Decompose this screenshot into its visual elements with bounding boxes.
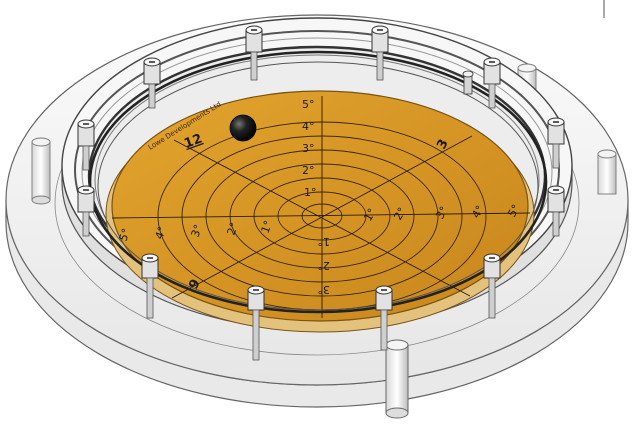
ring-label-up-2: 2° [302,164,315,177]
ring-label-right-2: 2° [391,205,409,222]
ring-label-down-1: 1° [318,235,331,248]
ring-label-down-2: 2° [318,259,331,272]
screw-icon [462,70,474,95]
ring-label-up-4: 4° [302,120,315,133]
pillar-icon [385,339,409,419]
level-dial: 1° 2° 3° 4° 5° 1° 2° 3° 4° 5° 1° 2° 3° 4… [105,90,535,333]
ring-label-left-4: 4° [153,225,169,241]
ball-bubble-icon [229,114,257,142]
bolt-icon [141,253,159,319]
ring-label-left-1: 1° [259,219,275,235]
ring-label-right-1: 1° [361,206,379,223]
bolt-icon [483,253,501,319]
bolt-icon [547,185,565,237]
bolt-icon [143,57,161,109]
pillar-icon [597,149,617,195]
ring-label-up-5: 5° [302,98,315,111]
bolt-icon [245,25,263,81]
ring-label-right-3: 3° [433,204,451,221]
retaining-ring [88,50,548,314]
bolt-icon [371,25,389,81]
ring-label-left-5: 5° [117,227,133,243]
bolt-icon [77,185,95,237]
dial-crosshair [111,96,531,318]
ring-label-up-3: 3° [302,142,315,155]
bolt-icon [547,117,565,169]
clock-numeral-12: 12 [182,131,204,151]
pillar-icon [31,137,51,205]
bolts [77,25,565,361]
ring-label-up-1: 1° [304,186,317,199]
ring-label-right-5: 5° [505,202,523,219]
bolt-icon [483,57,501,109]
ring-label-left-3: 3° [189,223,205,239]
ring-label-left-2: 2° [225,221,241,237]
ring-label-right-4: 4° [469,203,487,220]
bolt-icon [375,285,393,351]
bolt-icon [77,119,95,171]
ring-label-down-3: 3° [318,283,331,296]
bolt-icon [247,285,265,361]
